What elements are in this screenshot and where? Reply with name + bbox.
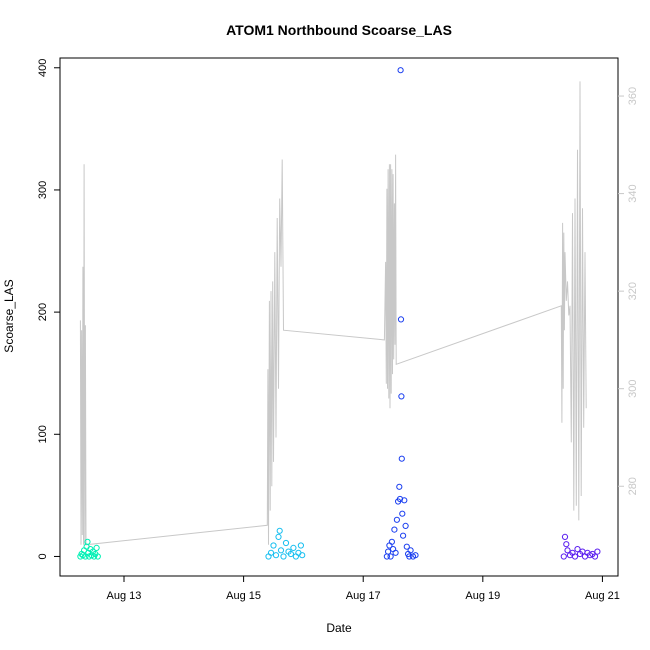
data-point bbox=[392, 549, 399, 556]
data-point bbox=[560, 553, 567, 560]
data-point bbox=[397, 67, 404, 74]
y-tick-label: 200 bbox=[37, 303, 49, 321]
data-point bbox=[287, 550, 294, 558]
scatter-points-layer bbox=[77, 67, 601, 560]
data-point bbox=[282, 539, 290, 547]
data-point bbox=[399, 510, 406, 517]
y-tick-label: 300 bbox=[37, 181, 49, 199]
data-point bbox=[563, 541, 570, 548]
data-point bbox=[403, 543, 410, 550]
x-tick-label: Aug 17 bbox=[346, 590, 381, 602]
axes-layer: 0 100 200 300 400 280 300 320 340 360 Aug 13 Aug 15… bbox=[37, 59, 639, 602]
data-point bbox=[297, 542, 304, 549]
data-point bbox=[84, 538, 91, 545]
data-point bbox=[398, 455, 405, 462]
y-tick-label: 0 bbox=[37, 553, 49, 559]
data-point bbox=[93, 544, 100, 552]
data-point bbox=[275, 533, 282, 541]
data-point bbox=[574, 546, 581, 553]
data-point bbox=[387, 553, 394, 560]
data-point bbox=[82, 553, 89, 560]
plot-frame bbox=[59, 57, 619, 577]
data-point bbox=[267, 549, 275, 556]
data-point bbox=[591, 553, 599, 560]
data-point bbox=[277, 547, 285, 554]
data-point bbox=[299, 552, 306, 559]
data-point bbox=[407, 547, 414, 554]
series-line bbox=[79, 81, 587, 546]
data-point bbox=[385, 548, 392, 555]
data-point bbox=[388, 538, 395, 545]
data-point bbox=[594, 548, 601, 555]
data-point bbox=[391, 526, 398, 533]
data-point bbox=[564, 547, 571, 554]
y2-tick-label: 320 bbox=[627, 282, 639, 300]
data-point bbox=[396, 483, 403, 490]
data-point bbox=[561, 533, 569, 541]
x-tick-label: Aug 21 bbox=[585, 590, 620, 602]
data-point bbox=[94, 553, 101, 560]
x-axis-title: Date bbox=[326, 621, 352, 635]
y-tick-label: 400 bbox=[37, 59, 49, 77]
data-point bbox=[396, 495, 404, 503]
y2-tick-label: 280 bbox=[627, 477, 639, 495]
x-tick-label: Aug 15 bbox=[226, 590, 261, 602]
x-tick-label: Aug 13 bbox=[107, 590, 142, 602]
y2-tick-label: 360 bbox=[627, 87, 639, 105]
data-point bbox=[393, 516, 400, 523]
y-axis-title: Scoarse_LAS bbox=[2, 279, 16, 352]
data-point bbox=[280, 553, 287, 560]
data-point bbox=[276, 527, 283, 534]
x-tick-label: Aug 19 bbox=[465, 590, 500, 602]
y2-tick-label: 340 bbox=[627, 184, 639, 202]
data-point bbox=[290, 544, 297, 552]
y2-tick-label: 300 bbox=[627, 380, 639, 398]
data-point bbox=[412, 552, 419, 559]
right-axis-series-layer bbox=[79, 81, 587, 546]
data-point bbox=[402, 522, 409, 530]
data-point bbox=[272, 552, 280, 559]
y-tick-label: 100 bbox=[37, 425, 49, 443]
data-point bbox=[401, 497, 408, 504]
data-point bbox=[270, 542, 277, 549]
data-point bbox=[400, 532, 407, 539]
data-point bbox=[406, 553, 413, 560]
chart-title: ATOM1 Northbound Scoarse_LAS bbox=[226, 22, 452, 38]
data-point bbox=[571, 553, 579, 560]
data-point bbox=[398, 393, 405, 400]
data-point bbox=[397, 316, 405, 323]
